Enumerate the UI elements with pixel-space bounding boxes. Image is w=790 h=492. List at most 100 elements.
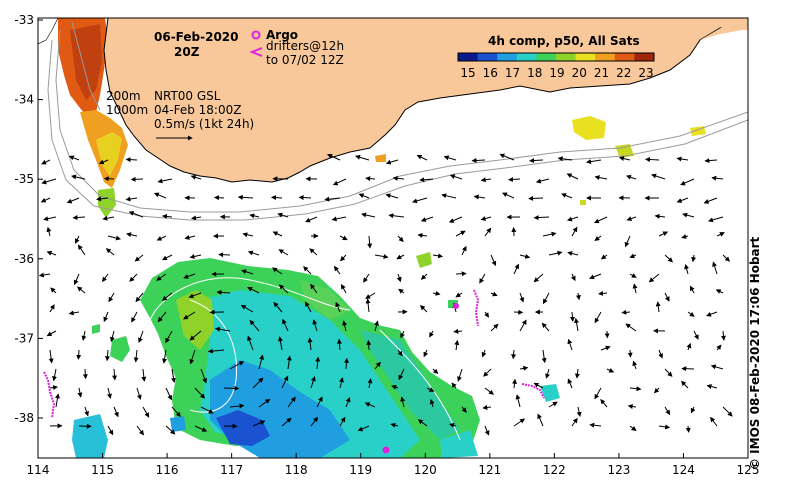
current-vector [533, 273, 544, 283]
current-vector [282, 318, 289, 332]
current-vector [681, 366, 695, 372]
current-vector [420, 305, 428, 313]
current-vector [479, 273, 486, 284]
current-vector [429, 398, 435, 408]
current-vector [400, 330, 405, 339]
current-vector [390, 422, 399, 428]
current-vector [397, 349, 403, 357]
x-tick-label: 122 [543, 463, 566, 477]
current-vector [461, 245, 467, 256]
colorbar-cell [477, 53, 498, 61]
current-vector [385, 159, 399, 165]
current-vector [102, 273, 109, 283]
current-vector [571, 417, 578, 427]
current-vector [508, 177, 521, 182]
current-vector [720, 330, 726, 341]
current-vector [664, 292, 670, 302]
drifters-label-2: to 07/02 12Z [266, 53, 344, 67]
colorbar-title: 4h comp, p50, All Sats [488, 34, 640, 48]
current-vector [571, 226, 578, 237]
current-vector [184, 234, 196, 240]
current-vector [419, 177, 434, 183]
current-vector [676, 197, 689, 203]
current-vector [365, 292, 376, 299]
x-tick-label: 114 [27, 463, 50, 477]
colorbar-cell [614, 53, 635, 61]
current-vector [594, 311, 602, 324]
current-vector [189, 330, 202, 341]
current-vector [432, 368, 439, 374]
current-vector [429, 330, 434, 338]
current-vector [484, 387, 494, 395]
current-vector [453, 328, 463, 334]
current-vector [43, 216, 57, 222]
current-vector [249, 319, 260, 332]
current-vector [237, 194, 254, 200]
current-vector [600, 398, 608, 408]
current-vector [567, 251, 579, 256]
current-vector [529, 158, 544, 164]
current-vector [417, 419, 428, 427]
current-vector [200, 368, 207, 384]
current-vector [309, 248, 318, 256]
current-vector [46, 330, 57, 337]
current-vector [664, 406, 671, 416]
current-vector [570, 273, 576, 282]
current-vector [626, 216, 637, 222]
current-vector [270, 195, 283, 201]
current-vector [716, 232, 725, 237]
current-vector [557, 156, 573, 162]
current-vector [298, 195, 312, 201]
current-vector [664, 368, 673, 377]
current-vector [223, 385, 240, 391]
current-vector [461, 406, 467, 413]
current-vector [541, 349, 547, 364]
current-vector [626, 174, 637, 180]
current-vector [207, 348, 225, 354]
current-vector [707, 216, 724, 223]
colorbar: 4h comp, p50, All Sats 15 16 17 18 19 20 21 22 2… [457, 34, 655, 80]
current-vector [335, 301, 341, 313]
current-vector [194, 387, 206, 399]
current-vector [125, 196, 138, 202]
current-vector [105, 248, 115, 256]
current-vector [161, 254, 173, 261]
current-vector [722, 406, 733, 417]
x-tick-label: 115 [91, 463, 114, 477]
colorbar-cell [536, 53, 557, 61]
current-vector [162, 349, 167, 364]
current-vector [664, 254, 674, 263]
current-vector [690, 406, 696, 414]
credit-text: © IMOS 08-Feb-2020 17:06 Hobart [748, 236, 762, 470]
current-vector [272, 267, 283, 275]
current-vector [214, 326, 231, 332]
current-vector [76, 349, 82, 360]
colorbar-cell [497, 53, 518, 61]
colorbar-tick-label: 20 [572, 66, 587, 80]
current-vector [454, 339, 460, 351]
current-vector [307, 337, 313, 351]
current-vector [77, 244, 86, 256]
current-vector [342, 320, 348, 332]
current-vector [710, 416, 718, 427]
current-vector [627, 404, 637, 409]
current-vector [365, 298, 371, 313]
current-vector [81, 330, 87, 341]
current-vector [528, 195, 544, 201]
current-vector [189, 254, 202, 259]
current-vector [363, 273, 370, 283]
current-vector [104, 349, 110, 362]
current-vector [213, 195, 225, 201]
current-vector [367, 235, 373, 249]
current-vector [685, 425, 691, 433]
current-vector [249, 213, 260, 219]
drifters-label-1: drifters@12h [266, 39, 344, 53]
current-vector [567, 216, 579, 222]
x-tick-label: 124 [672, 463, 695, 477]
x-tick-label: 118 [285, 463, 308, 477]
current-vector [71, 174, 86, 180]
current-vector [315, 356, 321, 370]
colorbar-tick-label: 19 [549, 66, 564, 80]
current-vector [240, 304, 254, 313]
current-vector [340, 283, 347, 294]
